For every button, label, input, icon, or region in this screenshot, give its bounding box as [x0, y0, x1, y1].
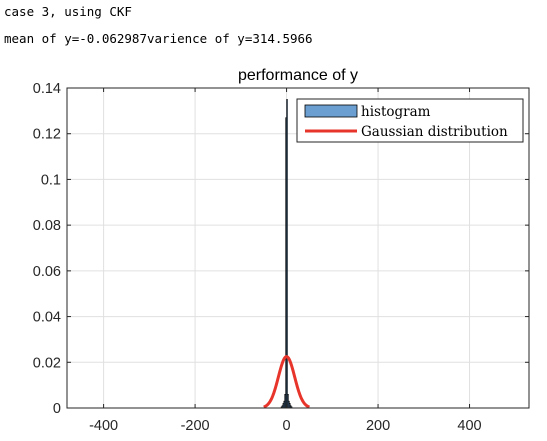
legend-swatch-histogram	[305, 105, 357, 117]
y-tick-label: 0.1	[41, 172, 61, 188]
legend-label-gaussian: Gaussian distribution	[361, 124, 508, 140]
y-tick-label: 0.04	[33, 310, 61, 326]
console-line-case: case 3, using CKF	[4, 4, 132, 19]
y-tick-label: 0.06	[33, 264, 61, 280]
console-line-stats: mean of y=-0.062987varience of y=314.596…	[4, 31, 313, 46]
figure-chart: performance of y -400 -200 0 200 400 0 0.02 0.…	[0, 62, 547, 441]
chart-title: performance of y	[238, 67, 358, 84]
y-tick-label: 0.14	[33, 81, 61, 97]
legend-label-histogram: histogram	[361, 104, 431, 120]
y-tick-label: 0.02	[33, 355, 61, 371]
y-tick-label: 0.12	[33, 127, 61, 143]
x-tick-label: -400	[89, 418, 118, 434]
x-tick-label: -200	[181, 418, 210, 434]
y-tick-label: 0.08	[33, 218, 61, 234]
x-tick-label: 400	[457, 418, 481, 434]
y-tick-label: 0	[53, 401, 61, 417]
histogram-bar	[287, 99, 288, 408]
x-tick-label: 200	[366, 418, 390, 434]
x-tick-label: 0	[283, 418, 291, 434]
legend: histogram Gaussian distribution	[297, 99, 523, 142]
